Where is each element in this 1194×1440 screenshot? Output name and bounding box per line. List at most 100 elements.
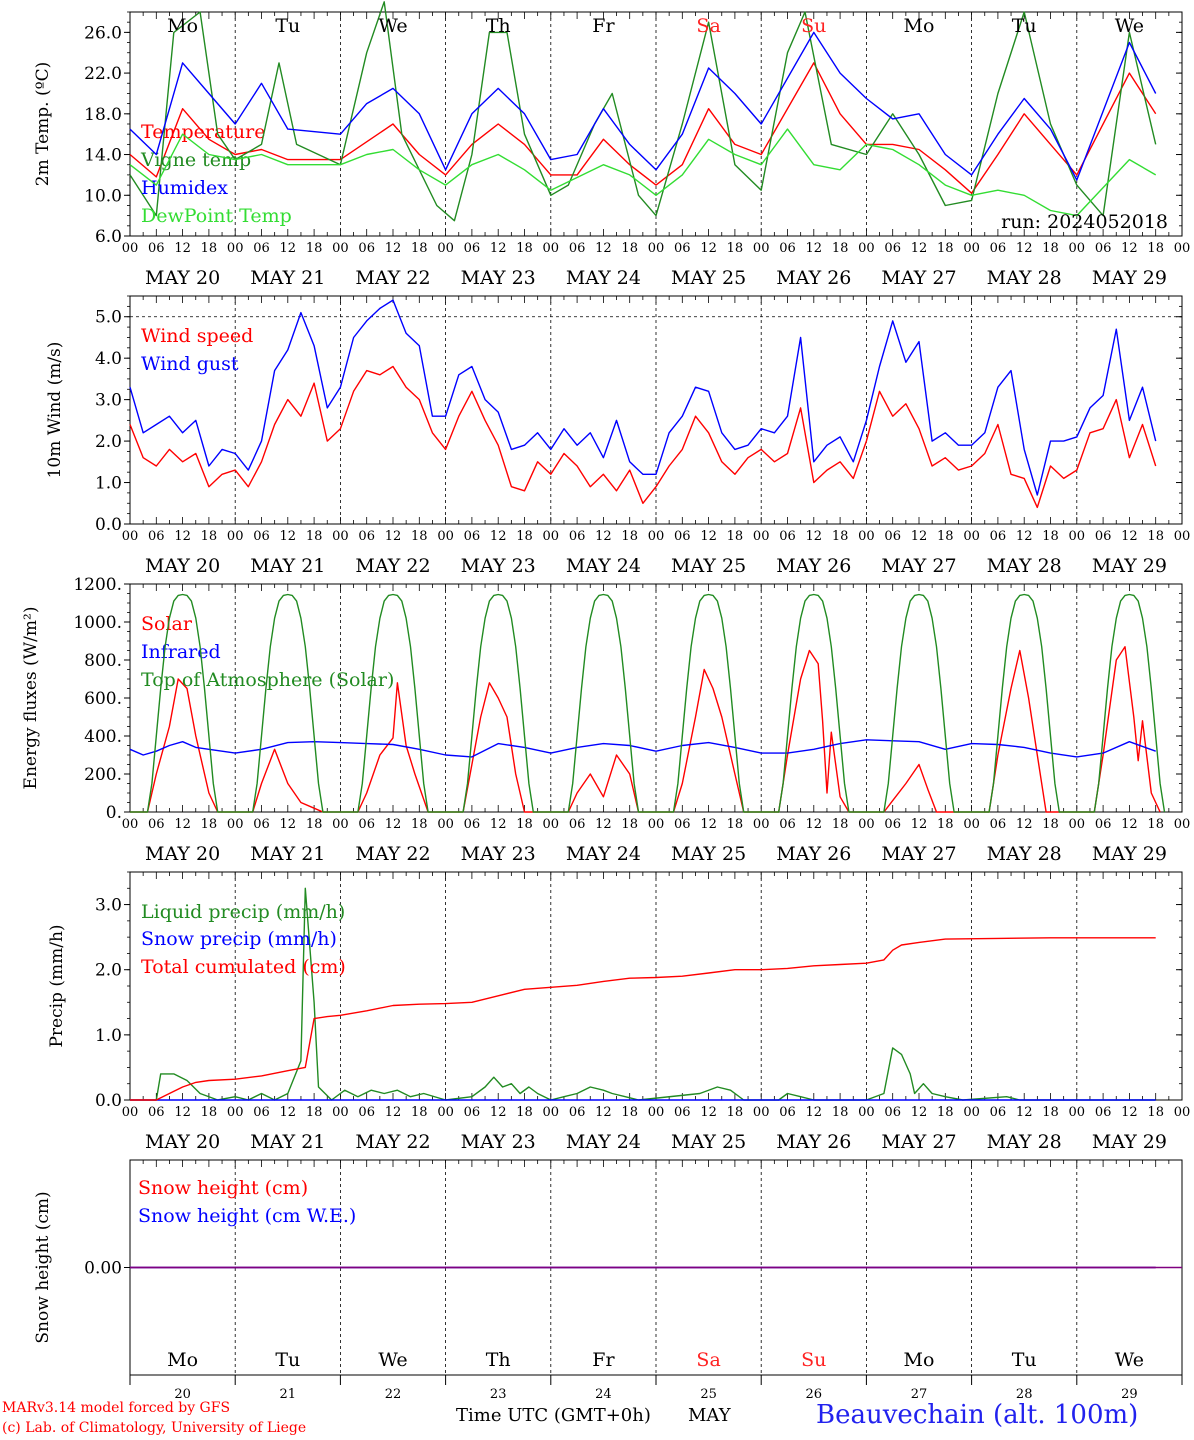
y-tick-label: 6.0 [95, 227, 122, 247]
x-date-label: MAY 20 [145, 267, 220, 289]
time-axis-label: Time UTC (GMT+0h) [456, 1405, 651, 1426]
x-hour-label: 06 [253, 529, 270, 544]
x-hour-label: 06 [253, 241, 270, 256]
x-hour-label: 00 [648, 817, 665, 832]
x-hour-label: 12 [1121, 529, 1138, 544]
series-line-1 [129, 739, 1156, 758]
model-credit: MARv3.14 model forced by GFS [2, 1400, 231, 1416]
x-hour-label: 12 [595, 817, 612, 832]
x-date-label: MAY 21 [250, 1131, 325, 1153]
x-hour-label: 06 [148, 241, 165, 256]
x-hour-label: 06 [358, 529, 375, 544]
x-hour-label: 00 [858, 817, 875, 832]
x-hour-label: 18 [621, 529, 638, 544]
x-hour-label: 18 [201, 1105, 218, 1120]
x-hour-label: 18 [727, 241, 744, 256]
x-hour-label: 12 [806, 817, 823, 832]
x-hour-label: 12 [1016, 1105, 1033, 1120]
x-hour-label: 06 [884, 1105, 901, 1120]
day-number-label: 25 [700, 1387, 717, 1402]
x-hour-label: 00 [648, 241, 665, 256]
y-axis-label: 2m Temp. (ºC) [33, 62, 53, 187]
x-hour-label: 06 [464, 1105, 481, 1120]
x-hour-label: 18 [411, 817, 428, 832]
x-hour-label: 06 [464, 817, 481, 832]
x-hour-label: 06 [358, 1105, 375, 1120]
x-hour-label: 12 [911, 1105, 928, 1120]
x-date-label: MAY 29 [1092, 1131, 1167, 1153]
x-date-label: MAY 24 [566, 267, 641, 289]
x-hour-label: 06 [569, 529, 586, 544]
x-hour-label: 18 [937, 529, 954, 544]
x-hour-label: 00 [332, 1105, 349, 1120]
x-hour-label: 18 [201, 529, 218, 544]
x-hour-label: 06 [1095, 529, 1112, 544]
x-hour-label: 18 [937, 817, 954, 832]
y-tick-label: 200. [84, 765, 122, 785]
x-hour-label: 06 [569, 1105, 586, 1120]
x-hour-label: 12 [174, 529, 191, 544]
series-line-0 [130, 887, 1156, 1101]
x-hour-label: 12 [806, 1105, 823, 1120]
x-hour-label: 12 [595, 241, 612, 256]
x-hour-label: 00 [1174, 241, 1191, 256]
x-date-label: MAY 26 [776, 555, 851, 577]
series-line-3 [129, 128, 1157, 217]
x-date-label: MAY 21 [250, 555, 325, 577]
legend-entry: DewPoint Temp [141, 205, 292, 227]
x-hour-label: 00 [543, 1105, 560, 1120]
y-tick-label: 26.0 [84, 23, 122, 43]
x-hour-label: 00 [753, 1105, 770, 1120]
y-axis-label: 10m Wind (m/s) [45, 342, 65, 479]
x-hour-label: 18 [516, 1105, 533, 1120]
x-hour-label: 00 [1174, 817, 1191, 832]
x-date-label: MAY 20 [145, 555, 220, 577]
x-hour-label: 00 [648, 1105, 665, 1120]
weekday-label: Tu [1012, 15, 1037, 37]
y-tick-label: 600. [84, 689, 122, 709]
x-hour-label: 06 [990, 1105, 1007, 1120]
x-hour-label: 06 [674, 1105, 691, 1120]
weekday-label: Fr [592, 1349, 615, 1371]
x-date-label: MAY 29 [1092, 267, 1167, 289]
weekday-label: Th [486, 15, 511, 37]
x-hour-label: 06 [1095, 1105, 1112, 1120]
day-number-label: 27 [911, 1387, 928, 1402]
x-hour-label: 00 [963, 817, 980, 832]
x-hour-label: 00 [543, 817, 560, 832]
y-axis-label: Snow height (cm) [33, 1191, 53, 1343]
x-hour-label: 00 [858, 529, 875, 544]
y-tick-label: 22.0 [84, 64, 122, 84]
x-date-label: MAY 22 [355, 843, 430, 865]
day-number-label: 28 [1016, 1387, 1033, 1402]
day-number-label: 29 [1121, 1387, 1138, 1402]
y-tick-label: 400. [84, 727, 122, 747]
x-hour-label: 06 [674, 817, 691, 832]
x-date-label: MAY 28 [987, 267, 1062, 289]
x-date-label: MAY 29 [1092, 843, 1167, 865]
x-hour-label: 12 [1016, 241, 1033, 256]
x-hour-label: 18 [201, 817, 218, 832]
x-date-label: MAY 27 [881, 555, 956, 577]
x-hour-label: 18 [411, 529, 428, 544]
x-hour-label: 00 [648, 529, 665, 544]
weekday-label: Mo [904, 15, 935, 37]
x-hour-label: 12 [911, 241, 928, 256]
x-hour-label: 00 [227, 241, 244, 256]
x-hour-label: 00 [1069, 1105, 1086, 1120]
y-tick-label: 14.0 [84, 146, 122, 166]
x-hour-label: 12 [280, 529, 297, 544]
x-hour-label: 00 [437, 817, 454, 832]
y-tick-label: 3.0 [95, 896, 122, 916]
x-hour-label: 12 [700, 817, 717, 832]
x-hour-label: 12 [595, 1105, 612, 1120]
x-hour-label: 12 [385, 529, 402, 544]
x-date-label: MAY 21 [250, 843, 325, 865]
weekday-label: Fr [592, 15, 615, 37]
x-date-label: MAY 26 [776, 1131, 851, 1153]
x-hour-label: 18 [411, 241, 428, 256]
y-tick-label: 0.00 [84, 1259, 122, 1279]
x-hour-label: 00 [753, 817, 770, 832]
x-hour-label: 00 [1069, 817, 1086, 832]
